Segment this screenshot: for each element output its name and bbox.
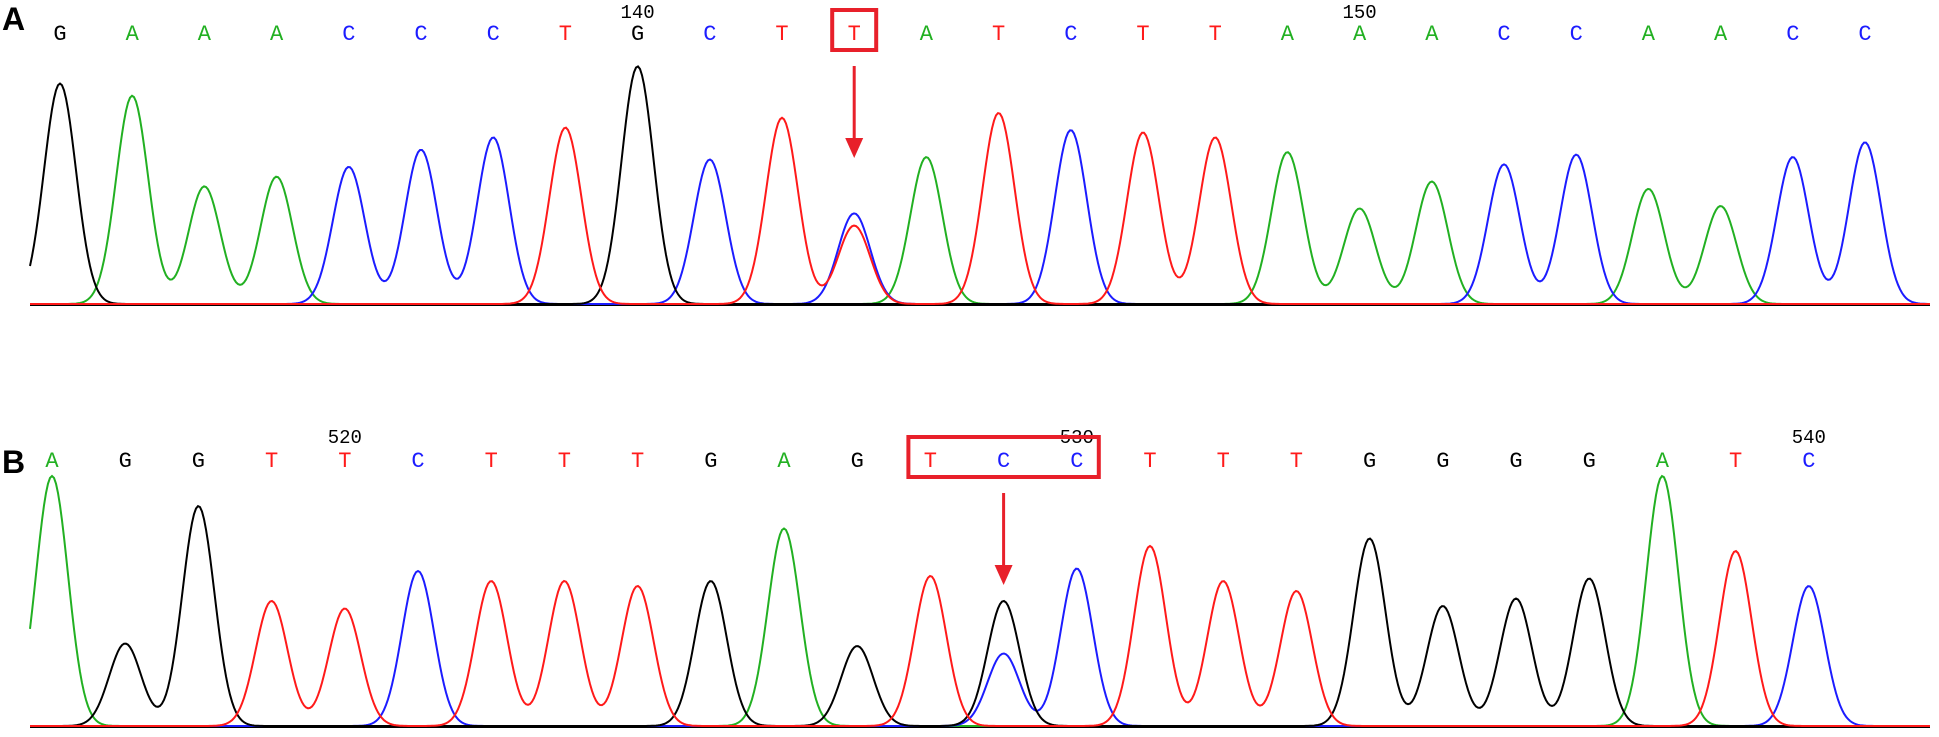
- base-call: A: [198, 22, 212, 47]
- trace-t: [30, 111, 1930, 305]
- base-call: G: [119, 449, 132, 474]
- base-call: T: [485, 449, 498, 474]
- base-call: A: [777, 449, 791, 474]
- base-call: A: [45, 449, 59, 474]
- base-call: C: [342, 22, 355, 47]
- base-call: A: [270, 22, 284, 47]
- base-call: A: [920, 22, 934, 47]
- base-call: A: [1425, 22, 1439, 47]
- base-call: G: [192, 449, 205, 474]
- highlight-box: [830, 8, 879, 52]
- base-call: T: [1217, 449, 1230, 474]
- position-label: 520: [328, 427, 362, 449]
- base-call: T: [1136, 22, 1149, 47]
- base-call: T: [775, 22, 788, 47]
- base-call: T: [265, 449, 278, 474]
- base-call: T: [559, 22, 572, 47]
- arrow-head: [994, 565, 1013, 585]
- base-call: A: [126, 22, 140, 47]
- base-call: T: [924, 449, 937, 474]
- trace-t: [30, 544, 1930, 727]
- base-call: T: [1209, 22, 1222, 47]
- base-call: T: [338, 449, 351, 474]
- base-call: T: [1143, 449, 1156, 474]
- base-call: G: [1363, 449, 1376, 474]
- base-call: T: [848, 22, 861, 47]
- base-call: C: [1497, 22, 1510, 47]
- position-label: 540: [1792, 427, 1826, 449]
- base-call: C: [1570, 22, 1583, 47]
- chromatogram-panel-a: G A A A C C C T G C T T A T C T T A A A C C A A C C 140 150: [29, 2, 1930, 306]
- base-call: A: [1281, 22, 1295, 47]
- base-call: C: [997, 449, 1010, 474]
- base-call: A: [1656, 449, 1670, 474]
- panel-label-a: A: [2, 1, 25, 37]
- base-call: C: [1786, 22, 1799, 47]
- base-call: A: [1353, 22, 1367, 47]
- trace-g: [30, 504, 1930, 727]
- base-call: G: [631, 22, 644, 47]
- base-call: G: [53, 22, 66, 47]
- base-call: C: [1070, 449, 1083, 474]
- position-label: 150: [1342, 2, 1376, 24]
- base-call: C: [1802, 449, 1815, 474]
- base-call: T: [1729, 449, 1742, 474]
- trace-a: [29, 474, 1930, 727]
- base-call: G: [851, 449, 864, 474]
- trace-g: [29, 65, 1930, 305]
- base-call: C: [1858, 22, 1871, 47]
- position-label: 140: [620, 2, 654, 24]
- base-call: A: [1714, 22, 1728, 47]
- base-call: C: [411, 449, 424, 474]
- base-call: G: [704, 449, 717, 474]
- base-call: G: [1509, 449, 1522, 474]
- base-call: G: [1436, 449, 1449, 474]
- base-call: T: [1290, 449, 1303, 474]
- trace-c: [30, 129, 1930, 305]
- base-call: A: [1642, 22, 1656, 47]
- base-call: T: [558, 449, 571, 474]
- panel-label-b: B: [2, 444, 25, 480]
- base-call: C: [1064, 22, 1077, 47]
- base-call: C: [414, 22, 427, 47]
- base-call: T: [992, 22, 1005, 47]
- base-call: T: [631, 449, 644, 474]
- base-call: G: [1583, 449, 1596, 474]
- highlight-box: [906, 435, 1101, 479]
- arrow-head: [845, 138, 864, 158]
- base-call: C: [703, 22, 716, 47]
- base-call: C: [487, 22, 500, 47]
